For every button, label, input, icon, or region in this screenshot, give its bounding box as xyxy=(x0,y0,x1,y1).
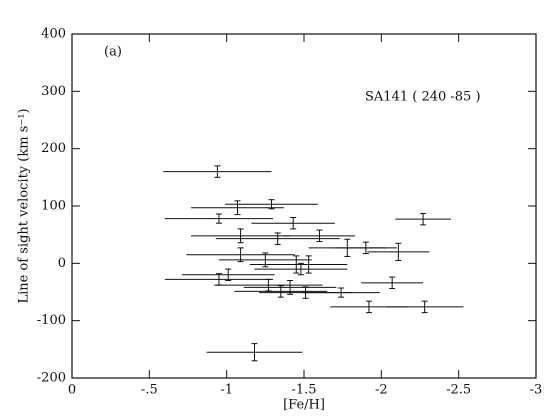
y-tick-label: 0 xyxy=(58,256,66,271)
x-tick-label: -1.5 xyxy=(291,383,316,398)
x-tick-label: -3 xyxy=(530,383,543,398)
y-tick-label: -200 xyxy=(37,371,66,386)
y-tick-label: -100 xyxy=(37,313,66,328)
annotation: SA141 ( 240 -85 ) xyxy=(365,90,481,105)
y-tick-label: 300 xyxy=(41,84,66,99)
y-axis-label: Line of sight velocity (km s⁻¹) xyxy=(17,108,32,303)
y-tick-label: 100 xyxy=(41,199,66,214)
x-tick-label: -2.5 xyxy=(446,383,471,398)
x-tick-label: -2 xyxy=(375,383,388,398)
plot-frame xyxy=(71,33,537,379)
x-tick-label: -1 xyxy=(220,383,233,398)
x-tick-label: -.5 xyxy=(141,383,158,398)
y-tick-label: 400 xyxy=(41,27,66,42)
x-tick-label: 0 xyxy=(68,383,76,398)
y-tick-label: 200 xyxy=(41,141,66,156)
x-axis-label: [Fe/H] xyxy=(283,398,325,413)
annotation: (a) xyxy=(104,45,122,60)
